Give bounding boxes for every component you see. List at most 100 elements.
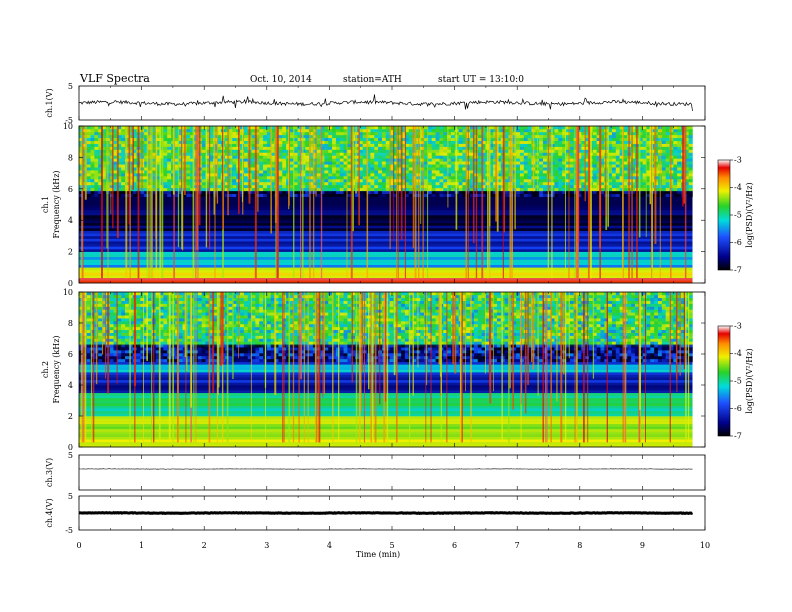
ch1-spectrogram-texture-cell [554,128,559,133]
ch1-spectrogram-texture-cell [201,184,206,189]
ch2-spectrogram-texture-cell [163,303,168,307]
ch1-spectrogram-texture-cell [581,146,586,150]
ch2-spectrogram-texture-cell [144,315,149,319]
ch1-spectrogram-texture-cell [151,176,156,180]
ch1-spectrogram-texture-cell [389,126,394,130]
ch1-spectrogram-texture-cell [470,170,475,174]
ch1-spectrogram-texture-cell [619,187,624,192]
ch1-spectrogram-texture-cell [519,158,525,162]
ch1-spectrogram-texture-cell [243,187,249,192]
ch1-spectrogram-texture-cell [167,134,172,139]
ch1-spectrogram-texture-cell [504,158,509,162]
ch1-spectrogram-texture-cell [148,187,153,192]
ch1-spectrogram-texture-cell [573,170,578,174]
ch2-spectrogram-texture-cell [90,323,95,328]
ch2-spectrogram-texture-cell [90,294,95,299]
ch2-spectrogram-texture-cell [182,350,187,354]
ch1-spectrogram-texture-cell [217,134,222,139]
ch1-spectrogram-texture-cell [90,187,95,192]
ch1-spectrogram-texture-cell [324,187,329,192]
ch1-spectrogram-texture-cell [470,167,475,171]
ch1-spectrogram-texture-cell [669,164,674,168]
ch1-spectrogram-texture-cell [305,173,310,177]
ch1-spectrogram-texture-cell [523,140,528,144]
ch1-spectrogram-texture-cell [190,149,195,153]
ch1-spectrogram-texture-cell [186,137,191,142]
ch1-spectrogram-texture-cell [569,173,574,177]
ch2-spectrogram-texture-cell [163,300,168,304]
ch1-spectrogram-texture-cell [581,140,586,144]
ch1-spectrogram-texture-cell [673,161,678,165]
ch1-spectrogram-texture-cell [516,126,521,130]
ch1-spectrogram-texture-cell [420,164,425,168]
ch1-spectrogram-texture-cell [358,155,364,159]
ch1-spectrogram-texture-cell [362,146,367,150]
ch1-spectrogram-texture-cell [389,190,394,195]
ch2-spectrogram-texture-cell [155,309,160,313]
ch1-spectrogram-texture-cell [619,190,624,195]
ch1-spectrogram-texture-cell [404,181,410,186]
ch1-spectrogram-texture-cell [600,128,605,133]
ch1-spectrogram-texture-cell [550,176,555,180]
ch1-spectrogram-texture-cell [343,176,348,180]
ch1-spectrogram-texture-cell [335,178,341,183]
ch1-spectrogram-texture-cell [289,134,295,139]
ch1-spectrogram-texture-cell [638,193,643,197]
ch1-spectrogram-texture-cell [504,137,509,142]
ch2-spectrogram-texture-cell [128,294,133,299]
ch2-spectrogram-texture-cell [197,321,202,325]
ch1-spectrogram-texture-cell [117,131,122,136]
ch1-spectrogram-texture-cell [458,173,463,177]
ch1-spectrogram-texture-cell [677,128,682,133]
ch1-spectrogram-texture-cell [558,173,563,177]
ch1-spectrogram-spheric-streak [257,126,259,212]
ch1-spectrogram-texture-cell [347,146,352,150]
ch1-spectrogram-texture-cell [393,193,398,197]
ch2-spectrogram-texture-cell [186,309,191,313]
ch1-spectrogram-texture-cell [493,128,498,133]
ch1-spectrogram-texture-cell [496,137,502,142]
ch2-spectrogram-texture-cell [197,341,202,345]
ch1-spectrogram-texture-cell [562,143,567,147]
ch1-spectrogram-texture-cell [393,190,398,195]
ch1-spectrogram-texture-cell [98,187,103,192]
ch1-spectrogram-texture-cell [94,190,99,195]
ch1-spectrogram-texture-cell [493,164,498,168]
ch1-spectrogram-texture-cell [623,173,628,177]
ch1-spectrogram-texture-cell [178,161,183,165]
ch1-spectrogram-texture-cell [282,143,287,147]
ch1-spectrogram-texture-cell [128,146,133,150]
ch1-spectrogram-texture-cell [186,193,191,197]
ch1-spectrogram-texture-cell [109,193,114,197]
ch1-spectrogram-spheric-streak [670,126,672,279]
ch1-spectrogram-texture-cell [155,155,160,159]
ch1-spectrogram-texture-cell [585,170,590,174]
ch1-spectrogram-texture-cell [477,170,482,174]
ch1-spectrogram-texture-cell [289,176,295,180]
ch1-spectrogram-texture-cell [224,146,229,150]
ch1-spectrogram-texture-cell [496,176,502,180]
ch1-spectrogram-texture-cell [542,152,548,156]
ch2-spectrogram-texture-cell [113,303,118,307]
ch1-spectrogram-texture-cell [542,155,548,159]
ch1-spectrogram-texture-cell [109,140,114,144]
ch1-spectrogram-texture-cell [174,146,179,150]
ch1-spectrogram-texture-cell [366,187,371,192]
ch1-spectrogram-texture-cell [178,181,183,186]
ch1-spectrogram-texture-cell [450,155,456,159]
ch1-spectrogram-texture-cell [251,187,256,192]
ch1-spectrogram-texture-cell [286,173,291,177]
ch1-spectrogram-texture-cell [366,146,371,150]
ch1-spectrogram-texture-cell [286,161,291,165]
ch1-spectrogram-texture-cell [121,143,126,147]
ch1-spectrogram-texture-cell [608,158,613,162]
ch1-spectrogram-texture-cell [512,131,517,136]
ch1-spectrogram-texture-cell [684,128,689,133]
ch1-spectrogram-texture-cell [523,126,528,130]
ch1-spectrogram-texture-cell [355,146,360,150]
ch1-spectrogram-texture-cell [450,152,456,156]
ch1-spectrogram-texture-cell [243,149,249,153]
ch1-spectrogram-texture-cell [224,152,229,156]
ch1-spectrogram-texture-cell [305,170,310,174]
